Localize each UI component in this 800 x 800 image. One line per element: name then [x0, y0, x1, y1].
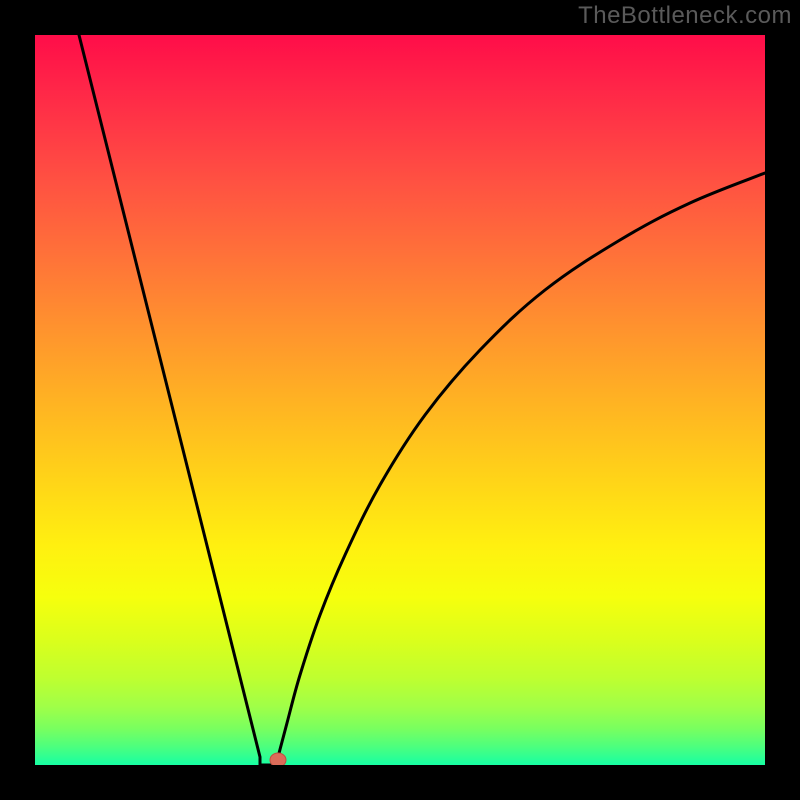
optimal-point-marker: [270, 753, 286, 765]
watermark-text: TheBottleneck.com: [578, 2, 792, 30]
chart-container: TheBottleneck.com: [0, 0, 800, 800]
plot-area: [35, 35, 765, 765]
bottleneck-curve: [35, 35, 765, 765]
